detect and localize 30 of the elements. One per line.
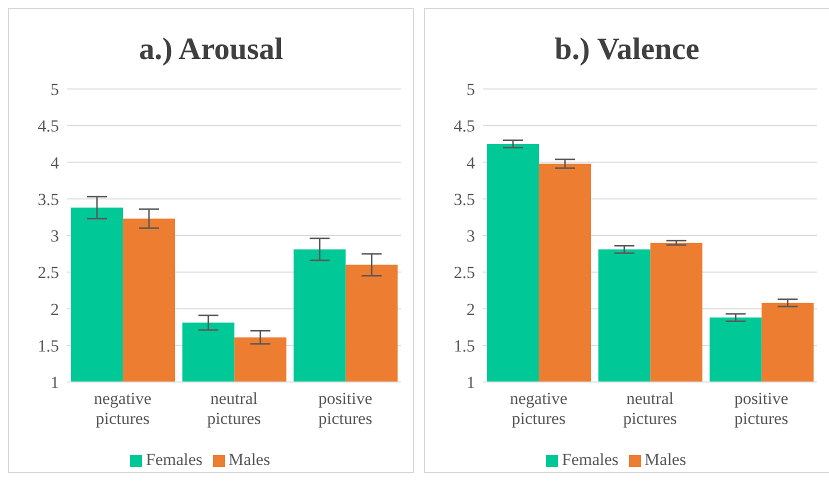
y-tick-label: 4.5	[38, 116, 59, 136]
x-tick-label: neutral pictures	[207, 389, 261, 428]
y-tick-label: 4	[50, 153, 60, 172]
y-tick-label: 5	[466, 80, 475, 100]
legend-label: Females	[146, 450, 203, 469]
y-tick-label: 4	[466, 153, 476, 172]
chart-title: b.) Valence	[554, 31, 700, 68]
legend-label: Males	[644, 450, 686, 469]
chart-title: a.) Arousal	[138, 31, 284, 68]
y-tick-label: 1	[50, 373, 59, 392]
y-tick-label: 2	[50, 300, 59, 319]
y-tick-label: 1.5	[454, 336, 475, 356]
y-tick-label: 1.5	[38, 336, 59, 356]
x-tick-label: negative pictures	[510, 389, 568, 428]
y-tick-label: 3	[466, 226, 475, 246]
y-tick-label: 3.5	[38, 190, 59, 209]
legend-label: Females	[562, 450, 619, 469]
x-tick-label: negative pictures	[94, 389, 152, 428]
x-tick-label: positive pictures	[734, 389, 788, 428]
x-tick-label: positive pictures	[318, 389, 372, 428]
x-tick-label: neutral pictures	[623, 389, 677, 428]
y-tick-label: 2.5	[38, 263, 59, 282]
y-tick-label: 5	[50, 80, 59, 100]
legend-label: Males	[228, 450, 270, 469]
y-tick-label: 1	[466, 373, 475, 392]
y-tick-label: 3.5	[454, 190, 475, 209]
y-tick-label: 2.5	[454, 263, 475, 282]
y-tick-label: 2	[466, 300, 475, 319]
y-tick-label: 4.5	[454, 116, 475, 136]
y-tick-label: 3	[50, 226, 59, 246]
